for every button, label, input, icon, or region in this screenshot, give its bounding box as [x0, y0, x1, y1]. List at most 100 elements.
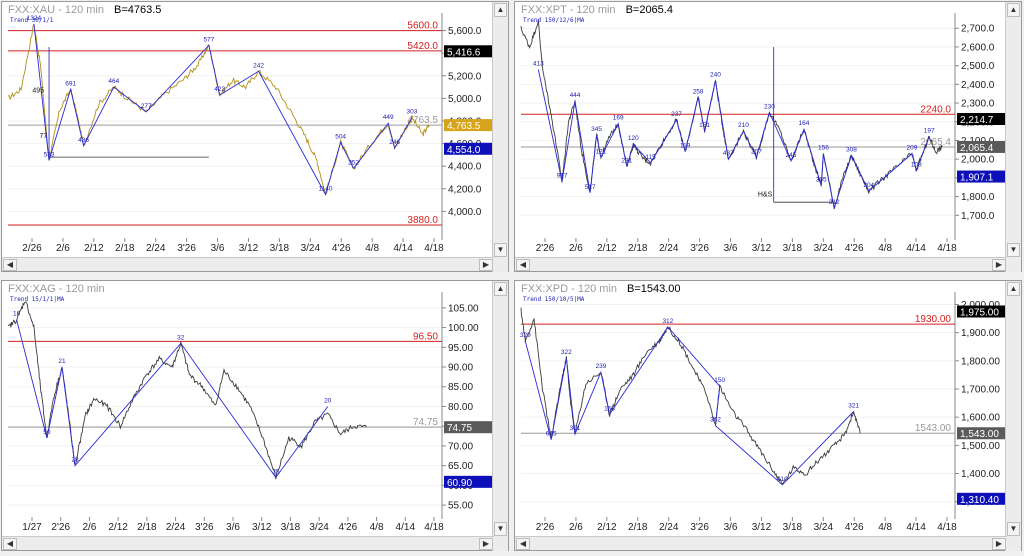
x-tick-label: 4'26 [339, 522, 358, 533]
wave-label: 321 [848, 403, 859, 410]
x-tick-label: 2/6 [82, 522, 96, 533]
x-tick-label: 4/18 [937, 522, 957, 533]
y-tick-label: 1,400.00 [961, 469, 1000, 480]
price-box-label: 74.75 [447, 423, 472, 434]
scroll-left-button[interactable]: ◀ [516, 538, 530, 550]
x-tick-label: 4/8 [878, 243, 892, 254]
y-tick-label: 1,900.00 [961, 328, 1000, 339]
horizontal-scrollbar[interactable]: ◀ ▶ [2, 536, 494, 550]
wave-line [33, 23, 413, 196]
y-tick-label: 55.00 [448, 501, 473, 512]
horizontal-scrollbar[interactable]: ◀ ▶ [515, 536, 1007, 550]
chart-panel-xpt[interactable]: 1,700.01,800.01,900.02,000.02,100.02,200… [514, 1, 1022, 272]
wave-label: 169 [613, 115, 624, 122]
wave-label: 1140 [319, 185, 333, 192]
x-tick-label: 2/24 [659, 243, 679, 254]
horizontal-scrollbar[interactable]: ◀ ▶ [515, 257, 1007, 271]
wave-label: 437 [723, 150, 734, 157]
x-tick-label: 3/24 [814, 522, 834, 533]
price-box [957, 305, 1007, 318]
x-tick-label: 2/6 [569, 243, 583, 254]
y-tick-label: 105.00 [448, 303, 479, 314]
price-series [7, 24, 430, 196]
scroll-right-button[interactable]: ▶ [992, 259, 1006, 271]
x-tick-label: 3/18 [783, 522, 803, 533]
x-tick-label: 3/12 [252, 522, 272, 533]
wave-label: 119 [680, 143, 691, 150]
scroll-up-button[interactable]: ▲ [494, 282, 507, 296]
x-tick-label: 4/18 [424, 243, 444, 254]
scroll-down-button[interactable]: ▼ [494, 243, 507, 257]
wave-label: 303 [406, 109, 417, 116]
price-box-label: 1,975.00 [960, 308, 999, 319]
chart-canvas-xau[interactable]: 4,000.04,200.04,400.04,600.04,800.05,000… [2, 2, 494, 258]
wave-label: 258 [693, 88, 704, 95]
scroll-right-button[interactable]: ▶ [992, 538, 1006, 550]
scroll-up-button[interactable]: ▲ [1007, 3, 1020, 17]
y-tick-label: 2,700.0 [961, 24, 995, 35]
scroll-left-button[interactable]: ◀ [3, 259, 17, 271]
y-tick-label: 2,600.0 [961, 42, 995, 53]
x-tick-label: 2/18 [115, 243, 135, 254]
chart-title-xag: FXX:XAG - 120 min [8, 283, 105, 295]
wave-line [16, 319, 329, 479]
y-tick-label: 2,000.00 [961, 300, 1000, 311]
level-label: 96.50 [413, 331, 438, 342]
vertical-scrollbar[interactable]: ▲ ▼ [492, 2, 508, 272]
vertical-scrollbar[interactable]: ▲ ▼ [1005, 2, 1021, 272]
y-tick-label: 4,000.0 [448, 207, 482, 218]
wave-label: 504 [335, 133, 346, 140]
price-box [444, 475, 494, 488]
x-tick-label: 4/18 [424, 522, 444, 533]
y-tick-label: 1,700.00 [961, 385, 1000, 396]
x-tick-label: 3/6 [211, 243, 225, 254]
x-tick-label: 4/8 [370, 522, 384, 533]
scroll-right-button[interactable]: ▶ [479, 259, 493, 271]
chart-canvas-xag[interactable]: 55.0060.0065.0070.0075.0080.0085.0090.00… [2, 281, 494, 537]
scroll-down-button[interactable]: ▼ [494, 522, 507, 536]
vertical-scrollbar[interactable]: ▲ ▼ [492, 281, 508, 551]
level-label: 74.75 [413, 417, 438, 428]
chart-panel-xau[interactable]: 4,000.04,200.04,400.04,600.04,800.05,000… [1, 1, 509, 272]
chart-title-xpt: FXX:XPT - 120 min B=2065.4 [521, 4, 673, 16]
annotation-label: 77 [40, 133, 48, 140]
scroll-up-button[interactable]: ▲ [1007, 282, 1020, 296]
y-tick-label: 100.00 [448, 323, 479, 334]
wave-label: 329 [520, 332, 531, 339]
wave-label: 230 [764, 103, 775, 110]
wave-label: 209 [907, 145, 918, 152]
price-box-label: 1,310.40 [960, 495, 999, 506]
scroll-down-button[interactable]: ▼ [1007, 522, 1020, 536]
wave-label: 21 [58, 358, 66, 365]
x-tick-label: 2/6 [56, 243, 70, 254]
x-tick-label: 4/8 [878, 522, 892, 533]
price-box-label: 1,543.00 [960, 429, 999, 440]
x-tick-label: 4/14 [393, 243, 413, 254]
scroll-left-button[interactable]: ◀ [516, 259, 530, 271]
vertical-scrollbar[interactable]: ▲ ▼ [1005, 281, 1021, 551]
scroll-down-button[interactable]: ▼ [1007, 243, 1020, 257]
wave-label: 410 [777, 476, 788, 483]
scroll-left-button[interactable]: ◀ [3, 538, 17, 550]
wave-label: 1324 [27, 15, 42, 22]
y-tick-label: 5,200.0 [448, 71, 482, 82]
scroll-right-button[interactable]: ▶ [479, 538, 493, 550]
level-label: 1930.00 [915, 314, 952, 325]
scroll-up-button[interactable]: ▲ [494, 3, 507, 17]
chart-canvas-xpt[interactable]: 1,700.01,800.01,900.02,000.02,100.02,200… [515, 2, 1007, 258]
y-tick-label: 2,000.0 [961, 155, 995, 166]
trend-label-xpt: Trend 150/12/6|MA [523, 17, 585, 24]
chart-canvas-xpd[interactable]: 1,300.001,400.001,500.001,600.001,700.00… [515, 281, 1007, 537]
x-tick-label: 3/6 [724, 522, 738, 533]
x-tick-label: 2/24 [659, 522, 679, 533]
wave-line [524, 326, 854, 486]
wave-label: 252 [348, 159, 359, 166]
price-box [444, 421, 494, 434]
wave-label: 108 [911, 161, 922, 168]
chart-panel-xag[interactable]: 55.0060.0065.0070.0075.0080.0085.0090.00… [1, 280, 509, 551]
chart-panel-xpd[interactable]: 1,300.001,400.001,500.001,600.001,700.00… [514, 280, 1022, 551]
horizontal-scrollbar[interactable]: ◀ ▶ [2, 257, 494, 271]
x-tick-label: 2/12 [108, 522, 128, 533]
price-box [957, 492, 1007, 505]
y-tick-label: 1,600.00 [961, 413, 1000, 424]
